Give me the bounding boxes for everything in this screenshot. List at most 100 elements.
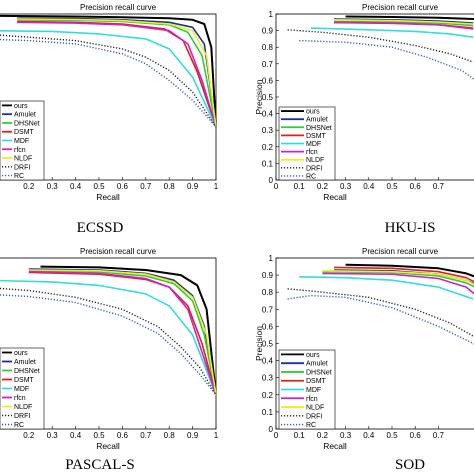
legend-label-amulet: Amulet: [14, 112, 36, 119]
legend-label-ours: ours: [14, 350, 28, 357]
x-axis-label: Recall: [323, 441, 347, 451]
legend-label-nldf: NLDF: [14, 404, 32, 411]
x-tick-label: 1: [214, 431, 219, 440]
y-tick-label: 0.8: [262, 43, 274, 52]
pr-chart-hku-is: Precision recall curve 0 0.1 0.2 0.3 0.4 0.5 0.…: [254, 3, 474, 236]
legend-label-dsmt: DSMT: [14, 377, 35, 384]
x-tick-label: 0.2: [317, 182, 329, 191]
series-line-amulet: [17, 17, 217, 128]
x-axis-label: Recall: [96, 441, 120, 451]
x-tick-label: 0: [274, 431, 279, 440]
y-tick-label: 0.1: [262, 159, 274, 168]
x-tick-label: 1: [214, 182, 219, 191]
x-tick-label: 0.8: [164, 182, 176, 191]
series-line-rc: [299, 39, 474, 81]
y-tick-label: 1: [269, 254, 274, 263]
legend-label-dhsnet: DHSNet: [306, 369, 332, 376]
y-tick-label: 0.9: [262, 27, 274, 36]
x-tick-label: 0.3: [47, 182, 59, 191]
legend-label-rc: RC: [306, 173, 316, 180]
chart-title: Precision recall curve: [80, 3, 157, 12]
x-tick-label: 0.3: [340, 182, 352, 191]
y-tick-label: 0.6: [262, 76, 274, 85]
series-line-nldf: [333, 19, 474, 25]
x-tick-label: 0.5: [386, 182, 398, 191]
legend-label-nldf: NLDF: [14, 156, 32, 163]
series-line-mdf: [299, 276, 474, 300]
legend-label-ours: ours: [306, 109, 320, 116]
legend-label-dsmt: DSMT: [306, 133, 327, 140]
series-line-dhsnet: [333, 20, 474, 27]
panel-caption: SOD: [395, 457, 425, 473]
y-axis-label: Precision: [254, 79, 264, 114]
legend-label-mdf: MDF: [306, 387, 321, 394]
y-tick-label: 0.2: [262, 391, 274, 400]
y-tick-label: 0.6: [262, 322, 274, 331]
x-tick-label: 0: [274, 182, 279, 191]
x-tick-label: 0.9: [187, 431, 199, 440]
x-tick-label: 0.9: [187, 182, 199, 191]
series-line-rfcn: [17, 21, 217, 128]
y-tick-label: 0.4: [262, 110, 274, 119]
x-tick-label: 0.7: [433, 182, 445, 191]
x-tick-label: 0.6: [117, 182, 129, 191]
legend-label-rc: RC: [14, 422, 24, 429]
series-line-nldf: [17, 18, 217, 128]
x-tick-label: 0.2: [23, 182, 35, 191]
series-line-ours: [345, 15, 474, 21]
x-tick-label: 0.3: [340, 431, 352, 440]
y-tick-label: 0.1: [262, 408, 274, 417]
series-line-dhsnet: [322, 270, 474, 288]
legend-label-rc: RC: [14, 173, 24, 180]
series-line-rfcn: [28, 270, 217, 396]
chart-title: Precision recall curve: [362, 3, 439, 12]
series-line-dhsnet: [28, 270, 217, 395]
x-axis-label: Recall: [323, 192, 347, 202]
legend-label-dsmt: DSMT: [306, 378, 327, 385]
legend-label-dhsnet: DHSNet: [14, 120, 40, 127]
x-tick-label: 0.4: [363, 431, 375, 440]
legend-label-ours: ours: [306, 352, 320, 359]
pr-chart-ecssd: Precision recall curve 0.2 0.3 0.4 0.5 0.6 0.7…: [0, 3, 219, 236]
series-line-mdf: [0, 279, 217, 396]
panel-caption: PASCAL-S: [65, 457, 134, 473]
legend-label-rfcn: rfcn: [306, 149, 318, 156]
series-line-drfi: [0, 34, 217, 128]
legend-label-rfcn: rfcn: [14, 147, 26, 154]
x-axis-label: Recall: [96, 192, 120, 202]
legend-label-drfi: DRFI: [14, 413, 30, 420]
legend-label-rfcn: rfcn: [306, 396, 318, 403]
series-line-drfi: [0, 287, 217, 396]
x-tick-label: 0.5: [93, 431, 105, 440]
legend-label-dhsnet: DHSNet: [306, 125, 332, 132]
series-line-mdf: [0, 30, 217, 128]
legend-label-nldf: NLDF: [306, 157, 324, 164]
y-tick-label: 0.4: [262, 357, 274, 366]
y-tick-label: 0.2: [262, 143, 274, 152]
y-tick-label: 0.3: [262, 126, 274, 135]
y-tick-label: 0.3: [262, 374, 274, 383]
x-tick-label: 0.4: [70, 182, 82, 191]
series-line-rc: [0, 38, 217, 128]
y-axis-label: Precision: [254, 326, 264, 361]
x-tick-label: 0.4: [70, 431, 82, 440]
legend-label-mdf: MDF: [14, 386, 29, 393]
legend-label-amulet: Amulet: [306, 361, 328, 368]
y-tick-label: 0: [269, 176, 274, 185]
series-line-nldf: [322, 270, 474, 286]
y-tick-label: 0.9: [262, 271, 274, 280]
x-tick-label: 0.6: [117, 431, 129, 440]
legend-label-rfcn: rfcn: [14, 395, 26, 402]
legend-label-ours: ours: [14, 103, 28, 110]
legend-label-dhsnet: DHSNet: [14, 368, 40, 375]
series-line-ours: [345, 263, 474, 278]
series-line-nldf: [28, 269, 217, 395]
chart-title: Precision recall curve: [362, 247, 439, 256]
series-line-rc: [287, 294, 474, 345]
legend-label-nldf: NLDF: [306, 405, 324, 412]
x-tick-label: 0.1: [294, 431, 306, 440]
x-tick-label: 0.8: [164, 431, 176, 440]
